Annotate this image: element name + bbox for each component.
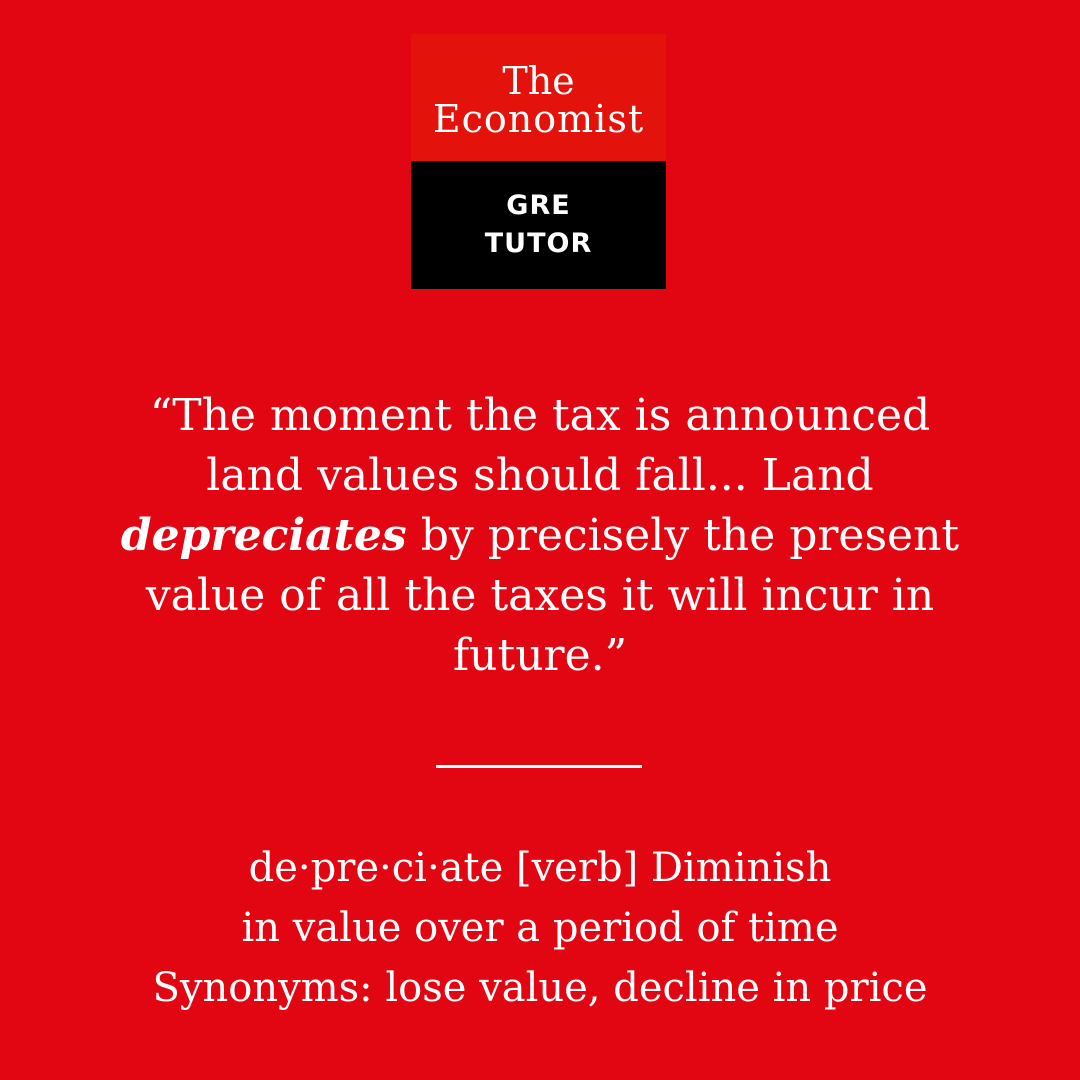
logo-economist-text: Economist (432, 96, 645, 141)
definition-line-2: in value over a period of time (241, 905, 839, 951)
economist-gre-tutor-logo: The Economist GRE TUTOR (411, 34, 666, 289)
logo-masthead: The Economist (411, 34, 666, 161)
quote-part-2: by precisely the present value of all th… (145, 510, 960, 681)
logo-gre-text: GRE (506, 190, 571, 222)
definition-line-1: de·pre·ci·ate [verb] Diminish (248, 845, 832, 891)
logo-subtitle-block: GRE TUTOR (411, 161, 666, 289)
quote-text: “The moment the tax is announced land va… (120, 386, 960, 686)
logo-the-text: The (502, 58, 575, 103)
quote-keyword: depreciates (120, 510, 407, 561)
divider-line (436, 765, 642, 768)
definition-synonyms: Synonyms: lose value, decline in price (152, 965, 928, 1011)
definition-block: de·pre·ci·ate [verb] Diminish in value o… (120, 838, 960, 1018)
quote-part-1: “The moment the tax is announced land va… (149, 390, 931, 501)
logo-tutor-text: TUTOR (484, 228, 593, 259)
